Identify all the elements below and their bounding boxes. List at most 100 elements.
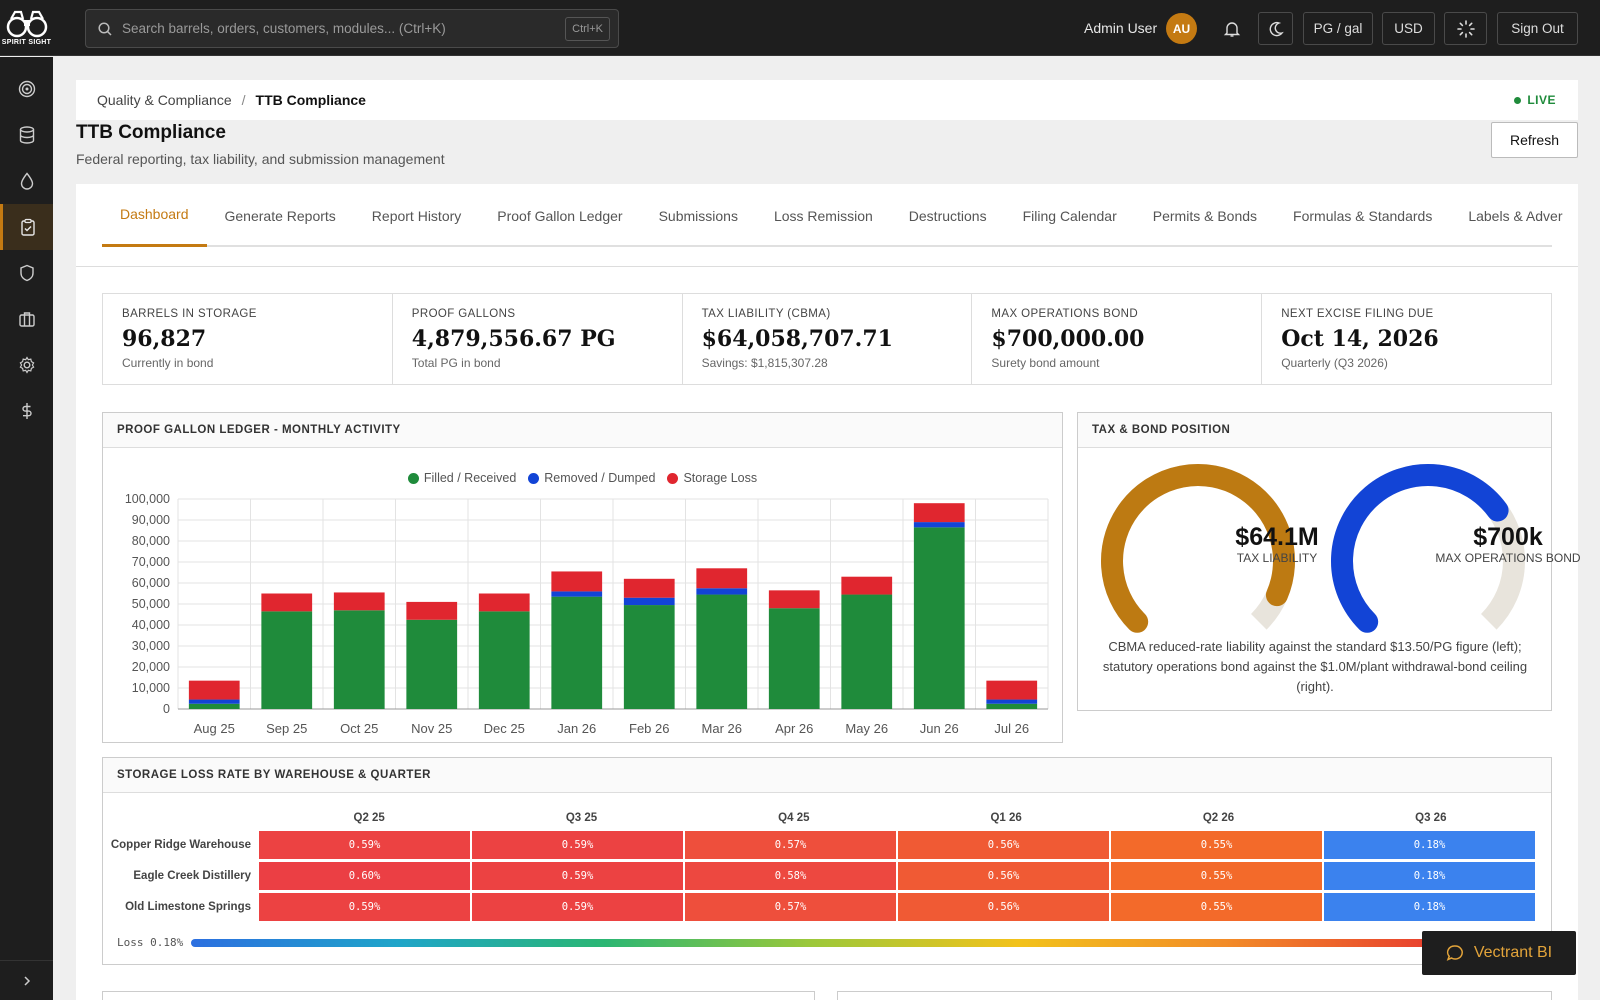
bar-removed-dumped	[551, 591, 603, 597]
heatmap-cell[interactable]: 0.57%	[685, 893, 896, 921]
notifications-button[interactable]	[1220, 12, 1244, 45]
clipboard-check-icon	[21, 218, 35, 236]
y-tick-label: 10,000	[132, 681, 170, 695]
heatmap-color-scale	[191, 939, 1431, 947]
x-tick-label: Dec 25	[484, 721, 525, 736]
heatmap-cell[interactable]: 0.59%	[472, 893, 683, 921]
shield-icon	[19, 264, 34, 282]
heatmap-cell[interactable]: 0.59%	[472, 831, 683, 859]
tab-loss-remission[interactable]: Loss Remission	[773, 207, 873, 224]
breadcrumb-parent[interactable]: Quality & Compliance	[97, 92, 232, 108]
tab-labels-adver[interactable]: Labels & Adver	[1468, 207, 1563, 224]
target-icon	[18, 80, 35, 98]
bottom-panel-left	[102, 991, 815, 1000]
tab-submissions[interactable]: Submissions	[658, 207, 738, 224]
tab-filing-calendar[interactable]: Filing Calendar	[1022, 207, 1117, 224]
y-tick-label: 50,000	[132, 597, 170, 611]
tab-formulas-standards[interactable]: Formulas & Standards	[1293, 207, 1433, 224]
x-tick-label: Oct 25	[340, 721, 378, 736]
search-box[interactable]: Ctrl+K	[85, 9, 619, 48]
sidebar-item-settings[interactable]	[0, 342, 53, 388]
kpi-value: Oct 14, 2026	[1281, 326, 1439, 352]
tab-panel: Dashboard Generate Reports Report History P…	[76, 184, 1578, 267]
tab-proof-gallon-ledger[interactable]: Proof Gallon Ledger	[497, 207, 623, 224]
heatmap-column-header: Q3 25	[565, 812, 598, 824]
live-label: LIVE	[1527, 93, 1556, 107]
tax-bond-title: Tax & Bond Position	[1078, 413, 1551, 448]
refresh-button[interactable]: Refresh	[1491, 122, 1578, 158]
avatar[interactable]: AU	[1166, 13, 1197, 44]
y-tick-label: 100,000	[125, 492, 170, 506]
sidebar-item-finance[interactable]	[0, 388, 53, 434]
bar-storage-loss	[841, 576, 893, 595]
heatmap-row: Eagle Creek Distillery 0.60% 0.59% 0.58% 0.5…	[102, 862, 1537, 890]
heatmap-cell[interactable]: 0.58%	[685, 862, 896, 890]
tax-bond-panel: Tax & Bond Position $64.1M TAX LIABILITY…	[1077, 412, 1581, 711]
heatmap-row-label: Old Limestone Springs	[125, 901, 251, 913]
legend-item[interactable]: Storage Loss	[667, 471, 757, 485]
currency-button[interactable]: USD	[1382, 12, 1435, 45]
bar-filled-received	[188, 703, 240, 709]
heatmap-cell[interactable]: 0.60%	[259, 862, 470, 890]
heatmap-column-header: Q2 26	[1202, 812, 1235, 824]
sidebar-item-inventory[interactable]	[0, 112, 53, 158]
kpi-label: Max Operations Bond	[991, 308, 1139, 320]
heatmap-cell[interactable]: 0.59%	[472, 862, 683, 890]
sidebar-item-security[interactable]	[0, 250, 53, 296]
heatmap-cell[interactable]: 0.59%	[259, 893, 470, 921]
search-input[interactable]	[122, 21, 562, 36]
x-tick-label: Sep 25	[266, 721, 307, 736]
tab-destructions[interactable]: Destructions	[908, 207, 987, 224]
heatmap-cell[interactable]: 0.56%	[898, 893, 1109, 921]
search-shortcut-hint: Ctrl+K	[565, 17, 610, 41]
y-tick-label: 20,000	[132, 660, 170, 674]
heatmap-cell[interactable]: 0.18%	[1324, 862, 1535, 890]
heatmap-column-header: Q1 26	[990, 812, 1022, 824]
loading-spinner-button[interactable]	[1444, 12, 1487, 45]
bar-filled-received	[841, 594, 893, 709]
kpi-card: Tax Liability (CBMA) $64,058,707.71 Saving…	[683, 294, 973, 384]
kpi-card: Barrels in Storage 96,827 Currently in bon…	[103, 294, 393, 384]
heatmap-cell[interactable]: 0.55%	[1111, 893, 1322, 921]
sidebar-item-overview[interactable]	[0, 66, 53, 112]
tab-bar: Dashboard Generate Reports Report History P…	[102, 184, 1563, 247]
heatmap-row: Old Limestone Springs 0.59% 0.59% 0.57% 0.56…	[102, 893, 1537, 921]
top-bar: SPIRIT SIGHT Ctrl+K Admin User AU PG / g…	[0, 0, 1600, 56]
bar-filled-received	[623, 605, 675, 709]
bar-removed-dumped	[623, 597, 675, 606]
bar-storage-loss	[696, 568, 748, 589]
heatmap-cell[interactable]: 0.56%	[898, 831, 1109, 859]
vectrant-bi-button[interactable]: Vectrant BI	[1422, 931, 1576, 975]
tab-generate-reports[interactable]: Generate Reports	[224, 207, 336, 224]
kpi-label: Barrels in Storage	[122, 308, 257, 320]
legend-item[interactable]: Removed / Dumped	[528, 471, 655, 485]
sidebar-item-production[interactable]	[0, 158, 53, 204]
breadcrumb-separator: /	[241, 92, 246, 108]
kpi-strip: Barrels in Storage 96,827 Currently in bon…	[102, 293, 1552, 385]
sign-out-button[interactable]: Sign Out	[1497, 12, 1578, 45]
x-tick-label: May 26	[845, 721, 888, 736]
heatmap-cell[interactable]: 0.55%	[1111, 862, 1322, 890]
heatmap-cell[interactable]: 0.56%	[898, 862, 1109, 890]
sidebar-item-business[interactable]	[0, 296, 53, 342]
kpi-value: $64,058,707.71	[701, 326, 893, 352]
tab-permits-bonds[interactable]: Permits & Bonds	[1152, 207, 1258, 224]
sidebar-expand-button[interactable]	[0, 960, 53, 1000]
unit-toggle-button[interactable]: PG / gal	[1303, 12, 1373, 45]
heatmap-cell[interactable]: 0.18%	[1324, 831, 1535, 859]
tab-dashboard[interactable]: Dashboard	[102, 184, 207, 247]
heatmap-cell[interactable]: 0.59%	[259, 831, 470, 859]
logo[interactable]: SPIRIT SIGHT	[0, 0, 53, 56]
dark-mode-toggle[interactable]	[1258, 12, 1293, 45]
sidebar-item-compliance[interactable]	[0, 204, 53, 250]
bar-filled-received	[551, 596, 603, 709]
heatmap-cell[interactable]: 0.57%	[685, 831, 896, 859]
heatmap-cell[interactable]: 0.55%	[1111, 831, 1322, 859]
heatmap-cell[interactable]: 0.18%	[1324, 893, 1535, 921]
tab-report-history[interactable]: Report History	[371, 207, 462, 224]
bar-filled-received	[913, 527, 965, 709]
chevron-right-icon	[23, 975, 30, 986]
legend-item[interactable]: Filled / Received	[407, 471, 516, 485]
x-tick-label: Aug 25	[194, 721, 235, 736]
user-name: Admin User	[1084, 20, 1158, 36]
